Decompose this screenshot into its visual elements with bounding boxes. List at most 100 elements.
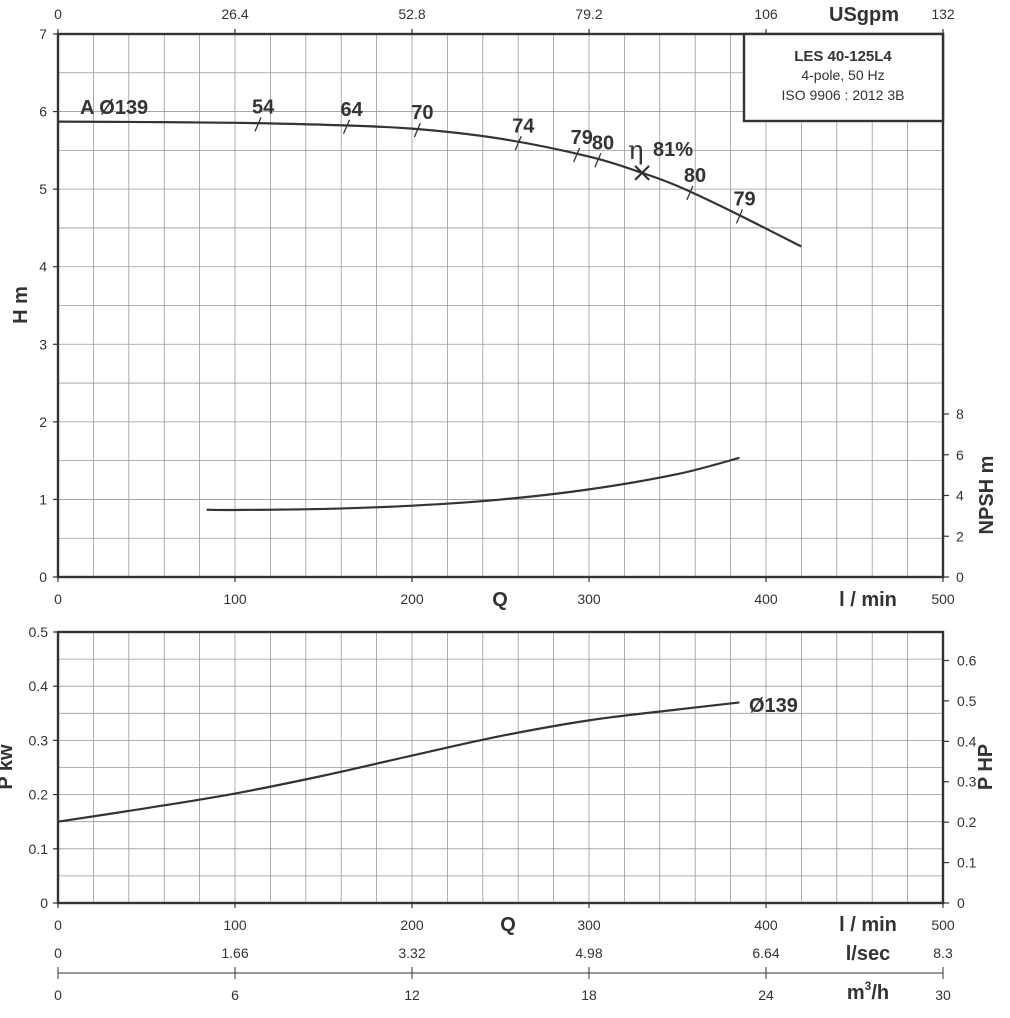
head-x-axis-unit: l / min	[839, 589, 897, 611]
bep-group: η 81%	[628, 136, 693, 181]
head-y-tick-label: 3	[39, 336, 47, 352]
power-x-tick-label: 200	[400, 917, 424, 933]
head-curve-label: A Ø139	[80, 97, 148, 119]
power-x-tick-label: 0	[54, 917, 62, 933]
power-hp-tick-label: 0.1	[957, 855, 977, 871]
npsh-y-tick-label: 0	[956, 569, 964, 585]
power-y-tick-label: 0.2	[29, 787, 49, 803]
npsh-y-tick-label: 6	[956, 447, 964, 463]
npsh-y-axis-title: NPSH m	[976, 456, 998, 535]
lsec-tick-label: 8.3	[933, 945, 953, 961]
m3h-tick-label: 6	[231, 987, 239, 1003]
head-y-tick-label: 5	[39, 181, 47, 197]
lsec-tick-label: 6.64	[752, 945, 779, 961]
speed-label: 4-pole, 50 Hz	[801, 67, 884, 83]
efficiency-label: 80	[684, 165, 706, 187]
efficiency-tick-mark	[514, 136, 522, 151]
flow-scales: 0 1.66 3.32 4.98 6.64 8.3 0 6 12 18 24 30	[54, 945, 953, 1003]
model-label: LES 40-125L4	[794, 48, 892, 65]
head-y-tick-label: 6	[39, 104, 47, 120]
eta-symbol: η	[628, 136, 644, 166]
head-x-tick-label: 500	[931, 591, 955, 607]
power-y-tick-label: 0.3	[29, 732, 49, 748]
usgpm-tick-label: 26.4	[221, 6, 248, 22]
head-curve	[57, 120, 802, 248]
efficiency-tick-mark	[594, 153, 602, 168]
efficiency-tick-mark	[735, 209, 744, 224]
lsec-tick-label: 3.32	[398, 945, 425, 961]
power-x-tick-label: 100	[223, 917, 247, 933]
head-y-tick-label: 2	[39, 414, 47, 430]
efficiency-label: 79	[733, 188, 755, 210]
bep-cross-stroke	[634, 165, 650, 181]
efficiency-label: 54	[252, 96, 275, 118]
usgpm-tick-label: 132	[931, 6, 955, 22]
efficiency-label: 74	[512, 115, 535, 137]
head-y-axis-title: H m	[10, 286, 32, 324]
standard-label: ISO 9906 : 2012 3B	[782, 87, 905, 103]
head-x-axis-title: Q	[492, 589, 508, 611]
efficiency-tick-mark	[686, 185, 694, 201]
efficiency-label: 64	[341, 99, 364, 121]
power-hp-tick-label: 0.3	[957, 774, 977, 790]
power-hp-tick-label: 0.4	[957, 733, 977, 749]
power-x-axis-unit: l / min	[839, 914, 897, 936]
power-y-axis-title: P kw	[0, 744, 17, 790]
m3h-tick-label: 12	[404, 987, 420, 1003]
head-x-tick-label: 0	[54, 591, 62, 607]
lsec-tick-label: 4.98	[575, 945, 602, 961]
npsh-y-tick-label: 8	[956, 406, 964, 422]
head-panel-frame	[56, 32, 945, 579]
power-x-tick-label: 300	[577, 917, 601, 933]
head-y-tick-label: 0	[39, 569, 47, 585]
m3h-tick-label: 18	[581, 987, 597, 1003]
usgpm-tick-label: 0	[54, 6, 62, 22]
power-y-tick-label: 0.5	[29, 624, 49, 640]
npsh-y-tick-label: 2	[956, 528, 964, 544]
usgpm-tick-label: 52.8	[398, 6, 425, 22]
power-x-tick-label: 400	[754, 917, 778, 933]
power-panel-grid	[58, 632, 943, 903]
power-y-tick-label: 0.1	[29, 841, 49, 857]
power-y-tick-label: 0	[40, 895, 48, 911]
head-y-tick-label: 1	[39, 491, 47, 507]
usgpm-tick-label: 79.2	[575, 6, 602, 22]
efficiency-label: 79	[571, 127, 593, 149]
m3h-unit-base: m	[847, 982, 865, 1004]
head-x-tick-label: 100	[223, 591, 247, 607]
power-x-axis-title: Q	[500, 914, 516, 936]
power-panel-frame	[56, 630, 945, 905]
head-y-tick-label: 7	[39, 26, 47, 42]
efficiency-tick-mark	[342, 119, 351, 135]
usgpm-axis-unit: USgpm	[829, 4, 899, 26]
m3h-axis-unit: m3/h	[847, 979, 889, 1004]
power-panel-ticks: 0 0.1 0.2 0.3 0.4 0.5 0 0.1 0.2 0.3 0.4 0.5 0.6 0 100 2…	[29, 624, 977, 933]
npsh-y-tick-label: 4	[956, 488, 964, 504]
power-x-tick-label: 500	[931, 917, 955, 933]
lsec-tick-label: 0	[54, 945, 62, 961]
npsh-curve	[206, 456, 740, 512]
head-x-tick-label: 200	[400, 591, 424, 607]
m3h-unit-sup: 3	[865, 979, 872, 993]
lsec-tick-label: 1.66	[221, 945, 248, 961]
efficiency-tick-mark	[413, 122, 421, 138]
power-curve	[57, 701, 740, 823]
power-hp-axis-title: P HP	[975, 744, 997, 790]
power-hp-tick-label: 0	[957, 895, 965, 911]
bep-cross-marker	[634, 165, 650, 181]
head-x-tick-label: 400	[754, 591, 778, 607]
power-hp-tick-label: 0.6	[957, 652, 977, 668]
lsec-axis-unit: l/sec	[846, 943, 890, 965]
head-y-tick-label: 4	[39, 259, 47, 275]
efficiency-tick-mark	[573, 147, 581, 163]
m3h-unit-tail: /h	[871, 982, 889, 1004]
power-hp-tick-label: 0.5	[957, 693, 977, 709]
info-box-frame	[742, 32, 945, 123]
bep-efficiency-label: 81%	[653, 139, 693, 161]
efficiency-label: 70	[411, 102, 433, 124]
efficiency-tick-mark	[254, 117, 262, 132]
usgpm-tick-label: 106	[754, 6, 778, 22]
